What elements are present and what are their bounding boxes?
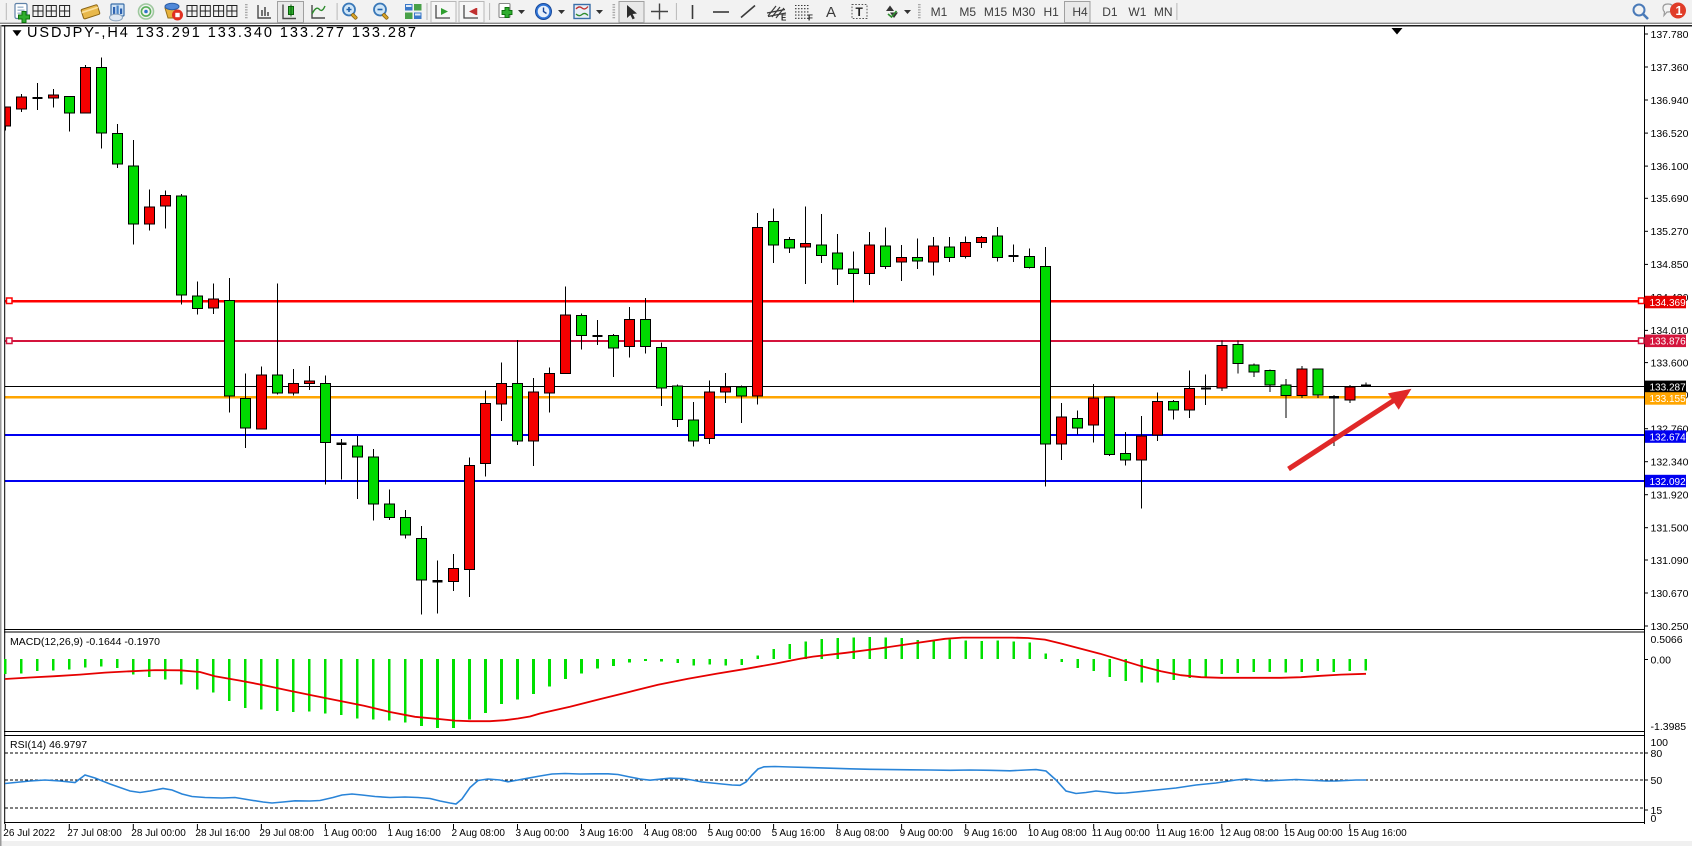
svg-text:W1: W1 [1128, 5, 1146, 19]
svg-text:1: 1 [1676, 4, 1683, 18]
svg-text:1 Aug 00:00: 1 Aug 00:00 [323, 828, 377, 839]
svg-text:9 Aug 00:00: 9 Aug 00:00 [900, 828, 954, 839]
svg-text:131.090: 131.090 [1651, 555, 1689, 567]
svg-text:8 Aug 08:00: 8 Aug 08:00 [836, 828, 890, 839]
svg-text:3 Aug 16:00: 3 Aug 16:00 [580, 828, 634, 839]
svg-text:A: A [826, 4, 836, 21]
svg-text:133.876: 133.876 [1650, 337, 1687, 348]
svg-text:MN: MN [1154, 5, 1173, 19]
svg-text:0.00: 0.00 [1651, 654, 1672, 666]
svg-text:M1: M1 [931, 5, 948, 19]
svg-text:134.850: 134.850 [1651, 259, 1689, 271]
svg-text:0: 0 [1651, 813, 1657, 825]
svg-text:15 Aug 16:00: 15 Aug 16:00 [1348, 828, 1407, 839]
svg-text:28 Jul 00:00: 28 Jul 00:00 [131, 828, 186, 839]
svg-text:135.690: 135.690 [1651, 193, 1689, 205]
svg-text:131.500: 131.500 [1651, 523, 1689, 535]
svg-text:80: 80 [1651, 748, 1663, 760]
svg-text:132.340: 132.340 [1651, 457, 1689, 469]
svg-text:134.010: 134.010 [1651, 325, 1689, 337]
svg-text:136.940: 136.940 [1651, 95, 1689, 107]
svg-text:1 Aug 16:00: 1 Aug 16:00 [387, 828, 441, 839]
svg-text:50: 50 [1651, 775, 1663, 787]
svg-text:5 Aug 16:00: 5 Aug 16:00 [772, 828, 826, 839]
svg-text:MACD(12,26,9) -0.1644 -0.1970: MACD(12,26,9) -0.1644 -0.1970 [10, 636, 160, 648]
svg-text:135.270: 135.270 [1651, 226, 1689, 238]
svg-text:130.670: 130.670 [1651, 588, 1689, 600]
svg-text:137.780: 137.780 [1651, 29, 1689, 41]
svg-text:RSI(14) 46.9797: RSI(14) 46.9797 [10, 739, 87, 751]
svg-text:26 Jul 2022: 26 Jul 2022 [3, 828, 55, 839]
svg-text:28 Jul 16:00: 28 Jul 16:00 [195, 828, 250, 839]
svg-text:134.369: 134.369 [1650, 298, 1687, 309]
svg-text:132.674: 132.674 [1650, 432, 1687, 443]
svg-text:-1.3985: -1.3985 [1651, 721, 1687, 733]
svg-text:4 Aug 08:00: 4 Aug 08:00 [644, 828, 698, 839]
svg-text:M15: M15 [984, 5, 1008, 19]
svg-text:D1: D1 [1102, 5, 1118, 19]
svg-text:0.5066: 0.5066 [1651, 634, 1683, 646]
svg-text:27 Jul 08:00: 27 Jul 08:00 [67, 828, 122, 839]
svg-text:12 Aug 08:00: 12 Aug 08:00 [1220, 828, 1279, 839]
svg-text:133.287: 133.287 [1650, 383, 1687, 394]
svg-text:11 Aug 00:00: 11 Aug 00:00 [1092, 828, 1151, 839]
svg-text:3 Aug 00:00: 3 Aug 00:00 [516, 828, 570, 839]
svg-text:M30: M30 [1012, 5, 1036, 19]
svg-text:132.092: 132.092 [1650, 477, 1687, 488]
svg-text:F: F [808, 14, 813, 23]
svg-text:131.920: 131.920 [1651, 490, 1689, 502]
svg-text:5 Aug 00:00: 5 Aug 00:00 [708, 828, 762, 839]
svg-text:29 Jul 08:00: 29 Jul 08:00 [259, 828, 314, 839]
svg-text:100: 100 [1651, 737, 1669, 749]
svg-text:130.250: 130.250 [1651, 621, 1689, 633]
svg-text:H1: H1 [1044, 5, 1060, 19]
svg-text:E: E [781, 14, 787, 23]
svg-text:133.600: 133.600 [1651, 357, 1689, 369]
svg-text:133.155: 133.155 [1650, 394, 1687, 405]
svg-text:M5: M5 [959, 5, 976, 19]
svg-text:T: T [856, 5, 864, 19]
svg-text:9 Aug 16:00: 9 Aug 16:00 [964, 828, 1018, 839]
svg-text:H4: H4 [1072, 5, 1088, 19]
svg-text:136.100: 136.100 [1651, 161, 1689, 173]
svg-text:11 Aug 16:00: 11 Aug 16:00 [1156, 828, 1215, 839]
svg-text:15 Aug 00:00: 15 Aug 00:00 [1284, 828, 1343, 839]
svg-text:USDJPY-,H4 133.291 133.340 13: USDJPY-,H4 133.291 133.340 133.277 133.2… [27, 25, 418, 41]
svg-text:2 Aug 08:00: 2 Aug 08:00 [452, 828, 506, 839]
svg-text:10 Aug 08:00: 10 Aug 08:00 [1028, 828, 1087, 839]
svg-text:15: 15 [1651, 805, 1663, 817]
svg-text:136.520: 136.520 [1651, 128, 1689, 140]
svg-text:137.360: 137.360 [1651, 62, 1689, 74]
